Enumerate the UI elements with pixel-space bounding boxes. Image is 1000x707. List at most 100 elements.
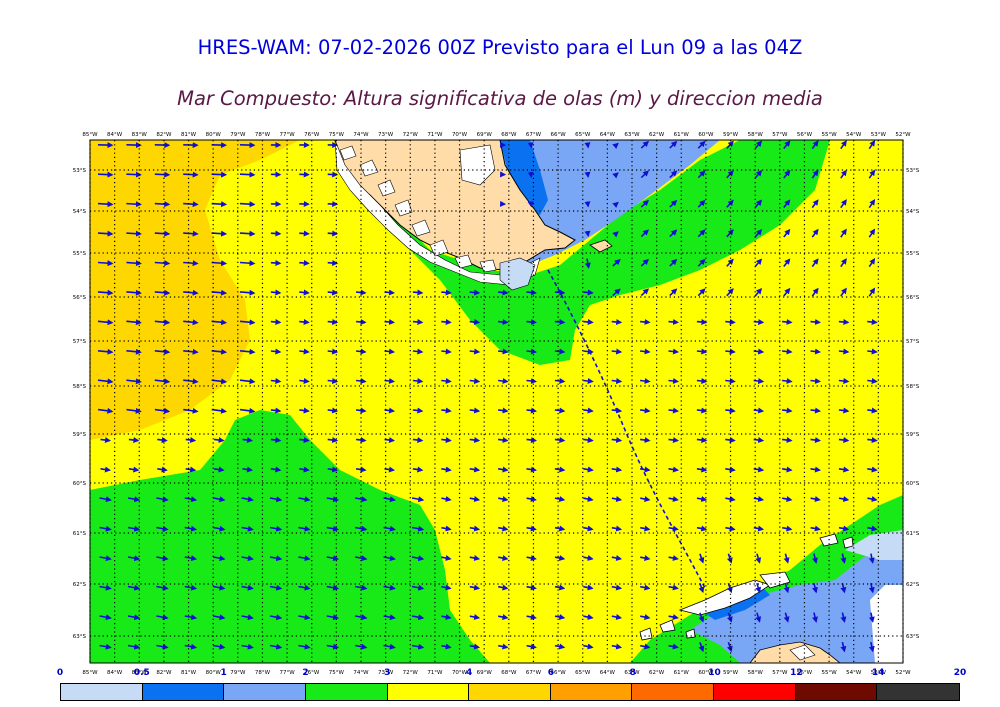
direction-arrow <box>128 437 140 443</box>
direction-arrow <box>526 289 537 296</box>
direction-arrow <box>183 230 199 237</box>
direction-arrow <box>811 199 819 209</box>
colorbar-swatch <box>632 684 715 700</box>
direction-arrow <box>327 230 339 237</box>
direction-arrow <box>498 614 509 620</box>
direction-arrow <box>640 496 651 502</box>
direction-arrow <box>611 496 623 502</box>
wave-direction-arrows <box>97 140 878 653</box>
direction-arrow <box>97 319 114 326</box>
direction-arrow <box>868 169 876 179</box>
direction-arrow <box>97 260 114 267</box>
lon-label: 73°W <box>378 670 394 676</box>
direction-arrow <box>126 260 142 267</box>
lon-label: 82°W <box>156 670 172 676</box>
direction-arrow <box>838 525 850 532</box>
lon-label: 76°W <box>304 670 320 676</box>
direction-arrow <box>97 230 114 237</box>
direction-arrow <box>840 199 847 209</box>
direction-arrow <box>126 201 142 208</box>
colorbar-tick-label: 8 <box>629 668 636 678</box>
direction-arrow <box>412 289 424 296</box>
direction-arrow <box>754 169 763 179</box>
lat-label: 54°S <box>73 209 87 215</box>
direction-arrow <box>327 407 339 414</box>
direction-arrow <box>811 258 819 268</box>
direction-arrow <box>840 140 847 150</box>
direction-arrow <box>838 496 850 502</box>
direction-arrow <box>725 525 736 532</box>
direction-arrow <box>239 171 256 178</box>
direction-arrow <box>211 319 228 326</box>
lon-label: 83°W <box>132 132 148 138</box>
lon-label: 78°W <box>255 670 271 676</box>
direction-arrow <box>213 525 226 532</box>
direction-arrow <box>355 407 367 414</box>
direction-arrow <box>156 525 169 532</box>
direction-arrow <box>326 525 340 532</box>
colorbar <box>60 683 960 701</box>
direction-arrow <box>696 525 708 532</box>
direction-arrow <box>270 289 282 296</box>
lon-label: 61°W <box>674 132 690 138</box>
direction-arrow <box>411 614 425 621</box>
direction-arrow <box>754 140 763 149</box>
direction-arrow <box>128 466 140 473</box>
direction-arrow <box>840 258 847 268</box>
direction-arrow <box>526 348 537 355</box>
lon-label: 76°W <box>304 132 320 138</box>
direction-arrow <box>498 348 509 355</box>
colorbar-swatch <box>795 684 878 700</box>
direction-arrow <box>497 437 509 443</box>
direction-arrow <box>156 496 169 503</box>
direction-arrow <box>211 230 228 237</box>
colorbar-tick-label: 14 <box>871 668 885 678</box>
direction-arrow <box>211 201 228 208</box>
map-title: HRES-WAM: 07-02-2026 00Z Previsto para e… <box>197 36 803 59</box>
direction-arrow <box>668 555 679 561</box>
direction-arrow <box>154 230 171 237</box>
direction-arrow <box>526 525 537 532</box>
direction-arrow <box>867 525 878 532</box>
direction-arrow <box>611 584 623 591</box>
direction-arrow <box>100 466 111 473</box>
direction-arrow <box>126 230 142 237</box>
direction-arrow <box>754 287 763 297</box>
direction-arrow <box>154 171 171 178</box>
lon-label: 80°W <box>206 132 222 138</box>
direction-arrow <box>100 437 111 443</box>
direction-arrow <box>469 555 481 561</box>
direction-arrow <box>441 584 452 591</box>
direction-arrow <box>355 466 367 473</box>
direction-arrow <box>355 643 368 650</box>
direction-arrow <box>783 228 791 238</box>
direction-arrow <box>838 437 850 443</box>
lon-label: 64°W <box>600 132 616 138</box>
direction-arrow <box>584 142 591 149</box>
lon-label: 68°W <box>501 670 517 676</box>
direction-arrow <box>383 584 396 591</box>
direction-arrow <box>812 582 818 594</box>
direction-arrow <box>241 614 254 621</box>
direction-arrow <box>183 348 199 355</box>
direction-arrow <box>211 378 228 385</box>
direction-arrow <box>299 348 310 355</box>
direction-arrow <box>867 378 878 384</box>
lon-label: 52°W <box>895 132 911 138</box>
lon-label: 68°W <box>501 132 517 138</box>
direction-arrow <box>211 407 227 414</box>
colorbar-tick-label: 20 <box>953 668 967 678</box>
direction-arrow <box>383 614 396 621</box>
direction-arrow <box>326 584 340 591</box>
map-subtitle: Mar Compuesto: Altura significativa de o… <box>177 87 823 110</box>
direction-arrow <box>697 229 706 238</box>
direction-arrow <box>497 407 509 414</box>
direction-arrow <box>640 229 649 238</box>
lon-label: 57°W <box>772 132 788 138</box>
direction-arrow <box>384 407 395 414</box>
direction-arrow <box>868 199 876 209</box>
direction-arrow <box>327 348 339 355</box>
direction-arrow <box>612 201 619 208</box>
direction-arrow <box>811 228 819 238</box>
direction-arrow <box>184 496 198 503</box>
